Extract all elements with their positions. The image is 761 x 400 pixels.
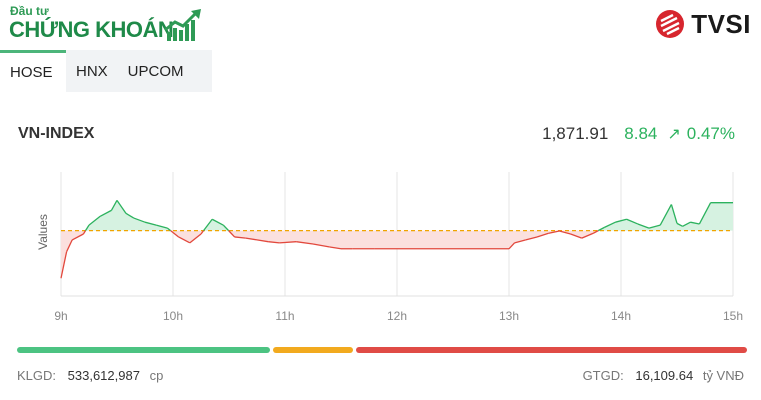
series-line-segment: [626, 218, 639, 225]
header: Đầu tư CHỨNG KHOÁN TVSI: [0, 0, 761, 48]
trading-summary: KLGD: 533,612,987 cp GTGD: 16,109.64 tỷ …: [17, 368, 744, 383]
series-line-segment: [676, 222, 683, 227]
series-line-segment: [99, 209, 112, 217]
series-line-segment: [200, 230, 205, 235]
series-line-segment: [559, 230, 571, 235]
series-line-segment: [203, 218, 213, 232]
series-line-segment: [296, 241, 314, 245]
series-line-segment: [525, 236, 538, 241]
tab-upcom[interactable]: UPCOM: [127, 62, 184, 80]
series-line-segment: [690, 221, 700, 225]
gtgd-label: GTGD:: [582, 368, 624, 383]
x-tick-label: 15h: [723, 309, 743, 323]
x-tick-label: 9h: [54, 309, 67, 323]
series-line-segment: [603, 221, 616, 229]
series-line-segment: [659, 204, 672, 226]
series-line-segment: [82, 230, 87, 235]
series-line-segment: [211, 218, 224, 226]
gtgd-unit: tỷ VNĐ: [702, 368, 744, 383]
series-line-segment: [66, 239, 73, 252]
breadth-decliners-segment: [356, 347, 747, 353]
series-line-segment: [245, 237, 258, 241]
series-line-segment: [156, 224, 168, 229]
breadth-unchanged-segment: [273, 347, 354, 353]
series-line-segment: [256, 239, 269, 243]
tab-hose[interactable]: HOSE: [0, 50, 66, 92]
series-line-segment: [268, 241, 280, 244]
index-chart: 9h 10h 11h 12h 13h 14h 15h Values: [0, 160, 761, 330]
series-line-segment: [637, 223, 650, 229]
series-line-segment: [548, 230, 560, 235]
index-price: 1,871.91: [542, 124, 609, 143]
x-tick-label: 11h: [275, 309, 294, 323]
breadth-advancers-segment: [17, 347, 271, 353]
series-line-segment: [615, 218, 627, 223]
logo-dautu-text: Đầu tư: [10, 4, 49, 18]
series-line-segment: [670, 204, 678, 224]
series-line-segment: [228, 230, 236, 238]
series-line-segment: [648, 224, 661, 229]
gtgd-group: GTGD: 16,109.64 tỷ VNĐ: [583, 368, 744, 383]
series-line-segment: [279, 241, 297, 244]
index-percent: 0.47%: [686, 124, 735, 143]
series-line-segment: [312, 243, 330, 248]
series-line-segment: [581, 232, 594, 239]
index-name: VN-INDEX: [18, 125, 95, 142]
x-tick-label: 13h: [499, 309, 519, 323]
series-line-segment: [116, 199, 127, 214]
x-tick-label: 10h: [163, 309, 183, 323]
series-line-segment: [570, 233, 583, 239]
up-area: [85, 200, 733, 231]
series-line-segment: [234, 236, 246, 239]
y-axis-label: Values: [36, 214, 50, 250]
series-line-segment: [110, 200, 118, 211]
tvsi-logo: TVSI: [655, 8, 751, 40]
x-tick-label: 14h: [611, 309, 631, 323]
intraday-chart-svg: 9h 10h 11h 12h 13h 14h 15h Values: [36, 172, 743, 323]
klgd-value: 533,612,987: [67, 368, 140, 383]
market-breadth-bar: [17, 347, 747, 353]
index-summary: VN-INDEX 1,871.91 8.84 ↗ 0.47%: [18, 122, 735, 146]
series-line-segment: [189, 233, 202, 244]
tab-hnx[interactable]: HNX: [76, 62, 108, 80]
klgd-group: KLGD: 533,612,987 cp: [17, 368, 163, 383]
series-line-segment: [178, 236, 191, 244]
exchange-tabs: HOSE HNX UPCOM: [0, 50, 212, 92]
series-line-segment: [508, 242, 516, 250]
tvsi-mark-icon: [656, 10, 685, 38]
series-line-segment: [222, 224, 230, 232]
series-line-segment: [88, 215, 101, 226]
series-line-segment: [514, 239, 526, 244]
down-area: [61, 230, 599, 279]
series-line-segment: [698, 202, 712, 225]
x-tick-label: 12h: [387, 309, 407, 323]
klgd-unit: cp: [149, 368, 164, 383]
tvsi-text: TVSI: [691, 8, 751, 39]
series-line-segment: [166, 227, 172, 232]
series-line-segment: [329, 246, 342, 250]
series-line-segment: [125, 212, 135, 219]
logo-chart-icon: [164, 9, 201, 41]
arrow-up-icon: ↗: [667, 126, 681, 143]
series-line-segment: [84, 224, 90, 231]
logo-chungkhoan-text: CHỨNG KHOÁN: [9, 17, 174, 42]
klgd-label: KLGD:: [17, 368, 57, 383]
series-line-segment: [536, 232, 549, 238]
series-line-segment: [144, 221, 157, 226]
series-line-segment: [60, 251, 68, 279]
series-line-segment: [71, 233, 84, 241]
index-change: 8.84: [624, 124, 658, 143]
series-line-segment: [682, 221, 691, 227]
series-line-segment: [170, 230, 180, 238]
series-line-segment: [592, 230, 599, 234]
gtgd-value: 16,109.64: [635, 368, 694, 383]
series-line-segment: [133, 217, 146, 223]
index-values: 1,871.91 8.84 ↗ 0.47%: [542, 124, 735, 144]
series-line-segment: [597, 226, 605, 232]
